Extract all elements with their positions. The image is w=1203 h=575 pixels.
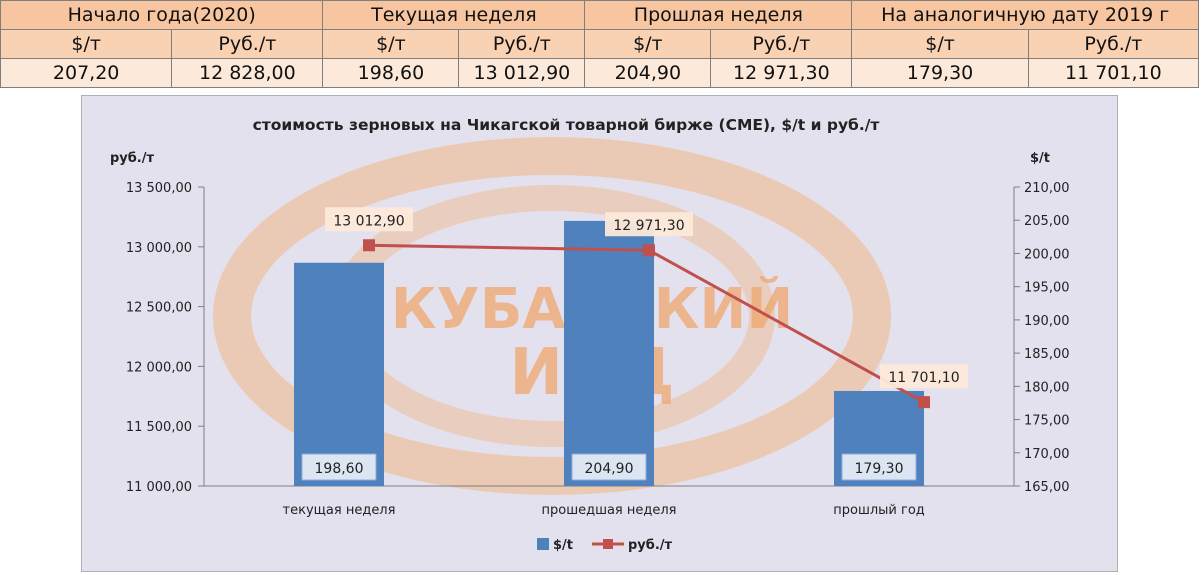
table-units-row: $/т Руб./т $/т Руб./т $/т Руб./т $/т Руб… [0,29,1200,59]
x-tick-label: прошлый год [833,503,925,518]
y-right-tick-label: 170,00 [1024,447,1070,462]
y-left-tick-label: 11 000,00 [126,480,192,495]
y-right-tick-label: 185,00 [1024,347,1070,362]
x-tick-label: текущая неделя [283,503,396,518]
chart-frame: КУБАНСКИЙ ИКЦ стоимость зерновых на Чика… [81,95,1118,572]
unit-cell: Руб./т [710,29,853,59]
group-current-week: Текущая неделя [322,0,586,30]
unit-cell: $/т [0,29,173,59]
value-cell: 11 701,10 [1027,58,1200,88]
unit-cell: $/т [322,29,460,59]
unit-cell: $/т [851,29,1029,59]
bar-label-box [301,453,377,481]
y-right-tick-label: 175,00 [1024,414,1070,429]
line-label-box [325,207,413,232]
bar-data-label: 179,30 [855,461,904,477]
unit-cell: Руб./т [458,29,586,59]
y-right-tick-label: 180,00 [1024,380,1070,395]
y-left-tick-label: 12 000,00 [126,360,192,375]
chart-title: стоимость зерновых на Чикагской товарной… [253,116,880,134]
legend-line-label: руб./т [628,538,673,553]
table-group-row: Начало года(2020) Текущая неделя Прошлая… [0,0,1199,30]
bar-label-box [571,453,647,481]
bar-data-label: 204,90 [585,461,634,477]
y-right-axis-label: $/t [1030,151,1050,166]
x-tick-label: прошедшая неделя [541,503,676,518]
value-cell: 198,60 [322,58,460,88]
line-series: 13 012,90 12 971,30 11 701,10 [325,207,968,409]
bar [564,220,654,486]
y-left-tick-label: 11 500,00 [126,420,192,435]
y-right-tick-label: 190,00 [1024,314,1070,329]
value-cell: 12 828,00 [171,58,324,88]
y-right-tick-label: 205,00 [1024,214,1070,229]
y-right-tick-label: 210,00 [1024,181,1070,196]
y-left-tick-label: 13 500,00 [126,181,192,196]
legend-bar-label: $/t [553,538,573,553]
value-cell: 13 012,90 [458,58,586,88]
unit-cell: $/т [584,29,712,59]
line-marker [643,244,655,257]
value-cell: 207,20 [0,58,173,88]
y-right-tick-label: 200,00 [1024,247,1070,262]
y-left-tick-label: 12 500,00 [126,301,192,316]
price-chart: КУБАНСКИЙ ИКЦ стоимость зерновых на Чика… [110,116,1070,553]
legend-line-marker [603,539,613,549]
bar [294,262,384,486]
unit-cell: Руб./т [1027,29,1200,59]
y-right-tick-label: 165,00 [1024,480,1070,495]
y-left-tick-label: 13 000,00 [126,241,192,256]
price-table: Начало года(2020) Текущая неделя Прошлая… [0,0,1200,88]
bar-label-box [841,453,917,481]
line-data-label: 13 012,90 [333,213,404,229]
y-left-axis-label: руб./т [110,151,155,166]
value-cell: 204,90 [584,58,712,88]
group-last-week: Прошлая неделя [584,0,853,30]
legend: $/t руб./т [537,538,673,553]
y-right-tick-label: 195,00 [1024,281,1070,296]
group-year-start: Начало года(2020) [0,0,324,30]
line-data-label: 12 971,30 [613,218,684,234]
bar-series: 198,60 204,90 179,30 [294,220,924,486]
bar-data-label: 198,60 [315,461,364,477]
line-label-box [605,212,693,237]
table-values-row: 207,20 12 828,00 198,60 13 012,90 204,90… [0,58,1200,88]
line-data-label: 11 701,10 [888,370,959,386]
value-cell: 12 971,30 [710,58,853,88]
value-cell: 179,30 [851,58,1029,88]
line-label-box [880,364,968,389]
legend-bar-swatch [537,538,549,550]
group-same-date-2019: На аналогичную дату 2019 г [851,0,1199,30]
unit-cell: Руб./т [171,29,324,59]
line-marker [363,239,375,252]
line-marker [918,396,930,409]
